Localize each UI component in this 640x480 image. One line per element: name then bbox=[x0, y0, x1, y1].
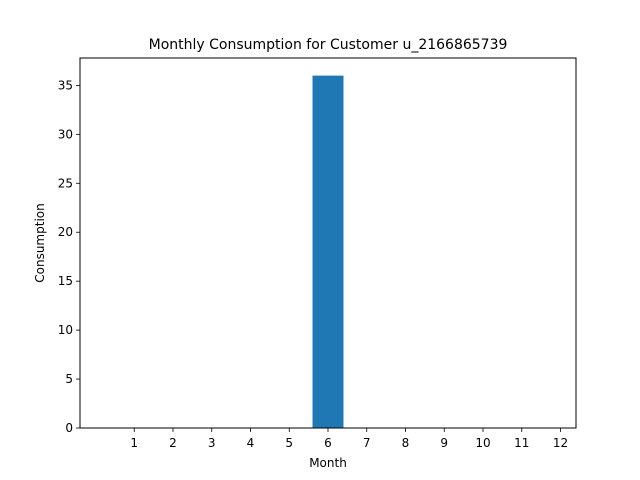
x-tick-label: 11 bbox=[514, 436, 529, 450]
x-tick-label: 2 bbox=[169, 436, 177, 450]
x-tick-label: 3 bbox=[208, 436, 216, 450]
y-tick-label: 20 bbox=[58, 225, 73, 239]
y-tick-label: 15 bbox=[58, 274, 73, 288]
y-tick-label: 10 bbox=[58, 323, 73, 337]
x-tick-label: 1 bbox=[130, 436, 138, 450]
y-axis-ticks: 0 5 10 15 20 25 30 35 bbox=[58, 78, 80, 435]
y-tick-label: 5 bbox=[65, 372, 73, 386]
y-tick-label: 30 bbox=[58, 127, 73, 141]
x-tick-label: 12 bbox=[553, 436, 568, 450]
y-tick-label: 25 bbox=[58, 176, 73, 190]
x-tick-label: 10 bbox=[475, 436, 490, 450]
y-tick-label: 35 bbox=[58, 78, 73, 92]
y-tick-label: 0 bbox=[65, 421, 73, 435]
bar-month-6 bbox=[312, 75, 344, 428]
x-axis-ticks: 1 2 3 4 5 6 7 8 9 10 11 12 bbox=[130, 428, 568, 450]
chart-title: Monthly Consumption for Customer u_21668… bbox=[149, 37, 508, 53]
x-tick-label: 5 bbox=[285, 436, 293, 450]
plot-frame bbox=[79, 57, 577, 429]
x-tick-label: 8 bbox=[402, 436, 410, 450]
x-tick-label: 4 bbox=[247, 436, 255, 450]
x-axis-label: Month bbox=[309, 456, 347, 470]
x-tick-label: 7 bbox=[363, 436, 371, 450]
x-tick-label: 9 bbox=[440, 436, 448, 450]
y-axis-label: Consumption bbox=[33, 203, 47, 282]
x-tick-label: 6 bbox=[324, 436, 332, 450]
bars-group bbox=[312, 75, 344, 428]
